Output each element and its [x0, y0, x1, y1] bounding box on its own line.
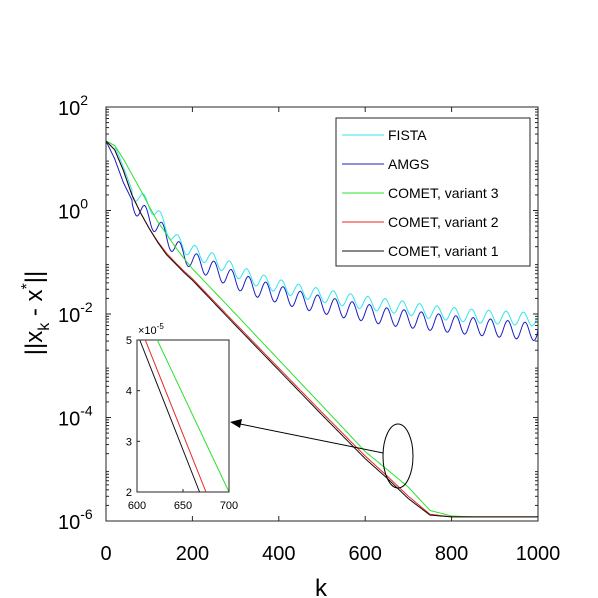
y-axis-label-pre: ||x: [21, 331, 48, 355]
series-line-1: [106, 140, 538, 327]
legend-label: FISTA: [388, 127, 427, 143]
y-tick-label: 100: [58, 196, 88, 224]
x-tick-label: 800: [435, 543, 468, 565]
y-tick-label: 10-6: [58, 506, 93, 534]
inset-series-line-1: [156, 339, 230, 493]
inset-x-tick-label: 600: [128, 500, 146, 512]
inset-x-tick-label: 650: [174, 500, 192, 512]
series-line-3: [106, 140, 538, 518]
legend-box: [335, 117, 531, 267]
inset-series-line-3: [139, 339, 201, 493]
axis-ticks-layer: 0 200 400 600 800 1000 10-6 10-4 10-2 100 102: [58, 92, 560, 565]
inset-x-tick-label: 700: [220, 500, 238, 512]
y-tick-label: 10-4: [58, 403, 93, 431]
y-axis-label-post: ||: [21, 271, 48, 283]
inset-y-tick-label: 2: [126, 487, 132, 499]
y-axis-label-sub: k: [36, 322, 53, 331]
inset-chart: 600 650 700 2 3 4 5 ×10-5: [126, 322, 238, 512]
x-tick-label: 1000: [516, 543, 561, 565]
legend-label: COMET, variant 3: [388, 185, 499, 201]
x-tick-label: 400: [262, 543, 295, 565]
inset-frame: [136, 339, 230, 493]
y-tick-label: 10-2: [58, 299, 93, 327]
inset-multiplier: ×10-5: [138, 322, 164, 337]
x-tick-label: 0: [100, 543, 111, 565]
inset-y-tick-label: 5: [126, 335, 132, 347]
zoom-arrow-line: [239, 423, 384, 454]
x-axis-label: k: [315, 575, 328, 598]
series-line-2: [106, 140, 538, 342]
zoom-region-ellipse: [382, 423, 414, 489]
zoom-arrow-head: [230, 419, 242, 428]
y-tick-label: 102: [58, 92, 88, 120]
x-tick-label: 600: [349, 543, 382, 565]
series-line-5: [106, 140, 538, 518]
inset-y-tick-label: 4: [126, 386, 132, 398]
y-axis-label: ||xk - x*||: [19, 271, 53, 356]
plot-series-layer: [106, 140, 538, 518]
legend-label: AMGS: [388, 156, 429, 172]
y-axis-label-sup: *: [19, 283, 36, 289]
legend-label: COMET, variant 1: [388, 243, 499, 259]
x-tick-label: 200: [176, 543, 209, 565]
inset-series-line-2: [144, 339, 207, 493]
legend-label: COMET, variant 2: [388, 214, 499, 230]
inset-y-tick-label: 3: [126, 436, 132, 448]
legend: FISTA AMGS COMET, variant 3 COMET, variant …: [335, 117, 531, 267]
y-axis-label-mid: - x: [21, 289, 48, 322]
